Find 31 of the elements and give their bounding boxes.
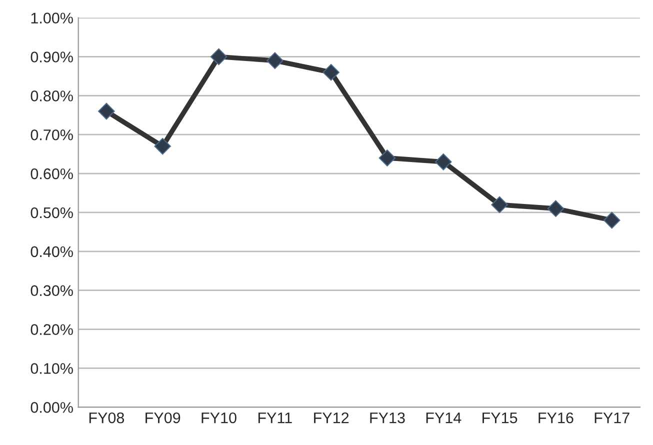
point (322, 64, 340, 81)
x-tick-label: FY12 (314, 412, 349, 424)
y-tick-label: 0.70% (30, 129, 73, 140)
point (435, 153, 452, 170)
y-tick-label: 0.20% (30, 324, 73, 335)
x-tick-label: FY13 (370, 412, 405, 424)
y-tick-label: 0.50% (30, 207, 73, 218)
point (266, 52, 284, 70)
y-tick-label: 1.00% (31, 12, 73, 24)
x-tick-label: FY09 (146, 412, 180, 424)
y-tick-label: 0.80% (30, 90, 73, 102)
point (210, 48, 228, 66)
point (378, 150, 396, 166)
y-tick-label: 0.30% (30, 285, 73, 296)
point (603, 212, 620, 229)
y-tick-label: 0.40% (30, 246, 73, 258)
x-tick-label: FY15 (482, 412, 518, 424)
x-tick-label: FY14 (426, 412, 462, 424)
point (547, 200, 564, 217)
point (154, 138, 171, 155)
x-tick-label: FY16 (538, 412, 574, 424)
x-tick-label: FY10 (202, 412, 236, 424)
x-tick-label: FY08 (89, 412, 124, 424)
point (491, 196, 508, 214)
x-tick-label: FY11 (258, 412, 292, 424)
x-tick-label: FY17 (594, 412, 630, 424)
y-tick-label: 0.10% (30, 363, 73, 374)
y-tick-label: 0.90% (30, 52, 73, 62)
y-tick-label: 0.00% (30, 402, 73, 413)
y-tick-label: 0.60% (30, 168, 73, 180)
point (98, 102, 115, 120)
